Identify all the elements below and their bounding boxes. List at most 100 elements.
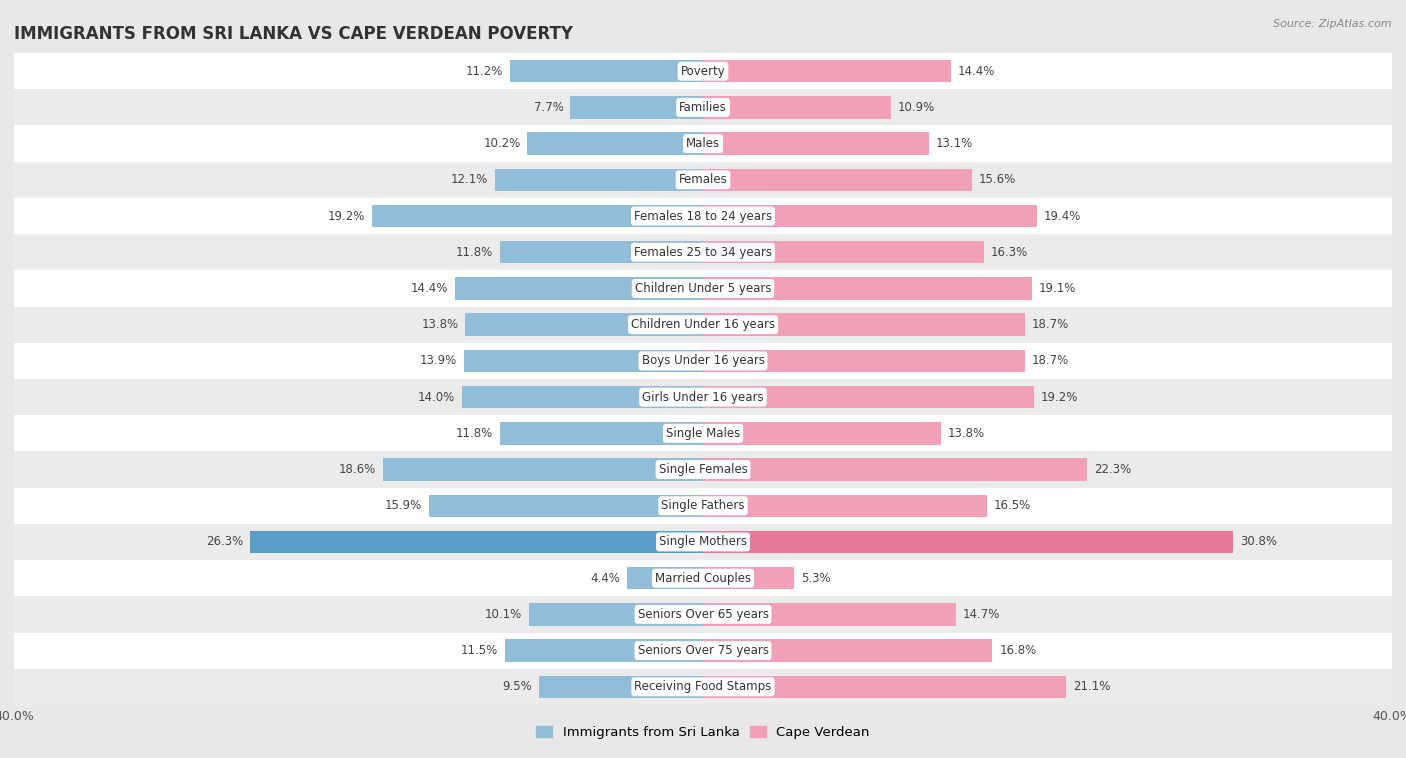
Bar [703,277,1032,299]
Text: 19.2%: 19.2% [1040,390,1078,403]
Text: Families: Families [679,101,727,114]
Text: 5.3%: 5.3% [801,572,831,584]
Bar [571,96,703,118]
Bar [499,241,703,264]
Bar [14,89,1392,126]
Text: 15.6%: 15.6% [979,174,1015,186]
Bar [464,349,703,372]
Bar [14,597,1392,632]
Text: 13.8%: 13.8% [422,318,458,331]
Bar [456,277,703,299]
Text: Poverty: Poverty [681,64,725,77]
Bar [703,241,984,264]
Bar [703,675,1066,698]
Text: 16.5%: 16.5% [994,500,1032,512]
Text: Single Mothers: Single Mothers [659,535,747,549]
Bar [499,422,703,444]
Bar [14,306,1392,343]
Bar [703,531,1233,553]
Bar [14,560,1392,597]
Text: 15.9%: 15.9% [385,500,422,512]
Bar [14,487,1392,524]
Bar [461,386,703,409]
Text: Females 25 to 34 years: Females 25 to 34 years [634,246,772,258]
Bar [703,567,794,590]
Text: 30.8%: 30.8% [1240,535,1278,549]
Bar [250,531,703,553]
Text: Source: ZipAtlas.com: Source: ZipAtlas.com [1274,19,1392,29]
Bar [703,205,1038,227]
Bar [465,314,703,336]
Text: Males: Males [686,137,720,150]
Bar [14,632,1392,669]
Text: 18.7%: 18.7% [1032,355,1069,368]
Bar [505,640,703,662]
Text: 16.3%: 16.3% [991,246,1028,258]
Text: Single Fathers: Single Fathers [661,500,745,512]
Bar [14,452,1392,487]
Text: 19.4%: 19.4% [1045,209,1081,223]
Text: 10.2%: 10.2% [484,137,520,150]
Text: Single Males: Single Males [666,427,740,440]
Text: 10.9%: 10.9% [897,101,935,114]
Bar [382,459,703,481]
Bar [703,60,950,83]
Bar [14,415,1392,452]
Text: 11.5%: 11.5% [461,644,498,657]
Bar [14,53,1392,89]
Text: 19.1%: 19.1% [1039,282,1076,295]
Bar [14,161,1392,198]
Text: 10.1%: 10.1% [485,608,522,621]
Text: 4.4%: 4.4% [591,572,620,584]
Text: 14.0%: 14.0% [418,390,456,403]
Bar [703,349,1025,372]
Bar [14,126,1392,161]
Text: 16.8%: 16.8% [1000,644,1036,657]
Bar [529,603,703,625]
Bar [14,271,1392,306]
Text: 13.8%: 13.8% [948,427,984,440]
Text: 14.7%: 14.7% [963,608,1001,621]
Bar [429,494,703,517]
Text: 18.7%: 18.7% [1032,318,1069,331]
Text: Children Under 16 years: Children Under 16 years [631,318,775,331]
Text: Children Under 5 years: Children Under 5 years [634,282,772,295]
Bar [703,96,891,118]
Bar [703,494,987,517]
Bar [510,60,703,83]
Bar [627,567,703,590]
Bar [703,459,1087,481]
Text: Married Couples: Married Couples [655,572,751,584]
Text: 11.8%: 11.8% [456,427,494,440]
Bar [703,133,928,155]
Bar [14,524,1392,560]
Text: 13.1%: 13.1% [935,137,973,150]
Bar [527,133,703,155]
Text: 11.2%: 11.2% [465,64,503,77]
Text: 13.9%: 13.9% [419,355,457,368]
Text: Seniors Over 65 years: Seniors Over 65 years [637,608,769,621]
Text: Seniors Over 75 years: Seniors Over 75 years [637,644,769,657]
Bar [703,314,1025,336]
Text: 14.4%: 14.4% [411,282,449,295]
Text: Females 18 to 24 years: Females 18 to 24 years [634,209,772,223]
Text: Females: Females [679,174,727,186]
Bar [540,675,703,698]
Text: 11.8%: 11.8% [456,246,494,258]
Text: 14.4%: 14.4% [957,64,995,77]
Text: IMMIGRANTS FROM SRI LANKA VS CAPE VERDEAN POVERTY: IMMIGRANTS FROM SRI LANKA VS CAPE VERDEA… [14,25,574,43]
Legend: Immigrants from Sri Lanka, Cape Verdean: Immigrants from Sri Lanka, Cape Verdean [531,720,875,744]
Bar [703,640,993,662]
Text: 9.5%: 9.5% [503,681,533,694]
Bar [703,422,941,444]
Bar [495,168,703,191]
Bar [14,234,1392,271]
Bar [703,603,956,625]
Text: Girls Under 16 years: Girls Under 16 years [643,390,763,403]
Text: 19.2%: 19.2% [328,209,366,223]
Text: Boys Under 16 years: Boys Under 16 years [641,355,765,368]
Bar [703,168,972,191]
Bar [14,198,1392,234]
Bar [14,379,1392,415]
Text: 26.3%: 26.3% [205,535,243,549]
